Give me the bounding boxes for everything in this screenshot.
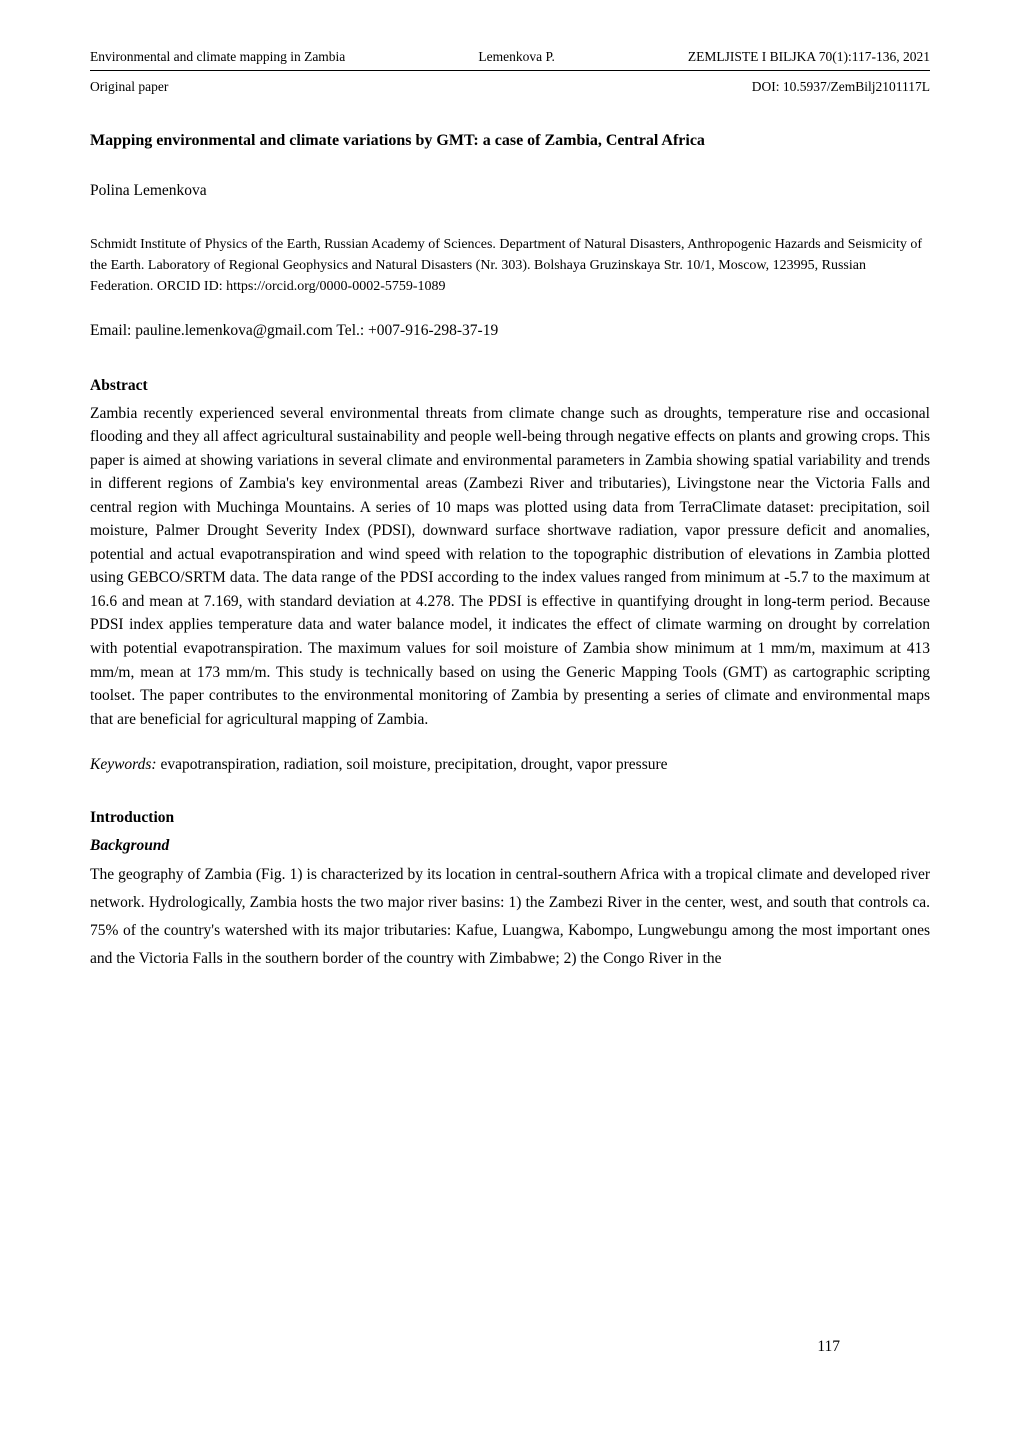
introduction-heading: Introduction bbox=[90, 806, 930, 829]
affiliation: Schmidt Institute of Physics of the Eart… bbox=[90, 234, 930, 297]
keywords-line: Keywords: evapotranspiration, radiation,… bbox=[90, 753, 930, 776]
header-divider bbox=[90, 70, 930, 71]
running-header: Environmental and climate mapping in Zam… bbox=[90, 48, 930, 66]
abstract-body: Zambia recently experienced several envi… bbox=[90, 402, 930, 732]
keywords-text: evapotranspiration, radiation, soil mois… bbox=[157, 756, 668, 773]
doi: DOI: 10.5937/ZemBilj2101117L bbox=[752, 77, 930, 97]
keywords-label: Keywords: bbox=[90, 756, 157, 773]
running-title: Environmental and climate mapping in Zam… bbox=[90, 48, 345, 66]
introduction-body: The geography of Zambia (Fig. 1) is char… bbox=[90, 861, 930, 973]
contact-info: Email: pauline.lemenkova@gmail.com Tel.:… bbox=[90, 319, 930, 342]
header-author-short: Lemenkova P. bbox=[478, 48, 555, 66]
page-number: 117 bbox=[817, 1335, 840, 1358]
paper-type: Original paper bbox=[90, 77, 168, 97]
abstract-heading: Abstract bbox=[90, 374, 930, 397]
author-name: Polina Lemenkova bbox=[90, 179, 930, 202]
paper-title: Mapping environmental and climate variat… bbox=[90, 129, 930, 153]
background-subheading: Background bbox=[90, 834, 930, 857]
journal-reference: ZEMLJISTE I BILJKA 70(1):117-136, 2021 bbox=[688, 48, 930, 66]
subheader-row: Original paper DOI: 10.5937/ZemBilj21011… bbox=[90, 77, 930, 97]
